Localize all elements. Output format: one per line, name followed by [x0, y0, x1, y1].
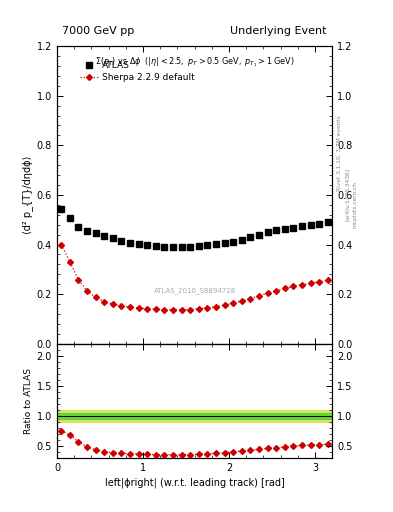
Sherpa 2.2.9 default [136, 305, 141, 311]
ATLAS [222, 240, 227, 246]
ATLAS [102, 233, 107, 239]
ATLAS [239, 237, 244, 243]
Y-axis label: ⟨d² p_{T}/dηdϕ⟩: ⟨d² p_{T}/dηdϕ⟩ [22, 156, 33, 234]
Sherpa 2.2.9 default [102, 298, 107, 305]
Sherpa 2.2.9 default [325, 277, 330, 283]
ATLAS [325, 219, 330, 225]
ATLAS [248, 234, 253, 240]
ATLAS [93, 230, 98, 237]
Sherpa 2.2.9 default [179, 307, 184, 313]
Sherpa 2.2.9 default [257, 293, 261, 299]
Sherpa 2.2.9 default [222, 302, 227, 308]
Sherpa 2.2.9 default [299, 282, 304, 288]
Sherpa 2.2.9 default [93, 294, 98, 301]
ATLAS [283, 226, 287, 232]
Text: $\Sigma(p_T)$ vs $\Delta\phi$  ($|\eta| < 2.5,\ p_T > 0.5$ GeV$,\ p_{T_1} > 1$ G: $\Sigma(p_T)$ vs $\Delta\phi$ ($|\eta| <… [95, 55, 294, 69]
Sherpa 2.2.9 default [171, 307, 175, 313]
ATLAS [274, 227, 279, 233]
Sherpa 2.2.9 default [317, 279, 321, 285]
ATLAS [154, 243, 158, 249]
ATLAS [188, 243, 193, 249]
Sherpa 2.2.9 default [59, 242, 64, 248]
ATLAS [291, 225, 296, 231]
Sherpa 2.2.9 default [239, 298, 244, 304]
ATLAS [257, 231, 261, 238]
Y-axis label: Ratio to ATLAS: Ratio to ATLAS [24, 368, 33, 434]
Sherpa 2.2.9 default [231, 300, 235, 306]
ATLAS [85, 228, 90, 234]
ATLAS [76, 224, 81, 230]
ATLAS [265, 229, 270, 235]
Text: mcplots.cern.ch: mcplots.cern.ch [353, 181, 358, 228]
ATLAS [179, 244, 184, 250]
Sherpa 2.2.9 default [308, 280, 313, 286]
ATLAS [171, 244, 175, 250]
Sherpa 2.2.9 default [128, 304, 132, 310]
Text: Underlying Event: Underlying Event [230, 26, 327, 36]
Sherpa 2.2.9 default [188, 307, 193, 313]
ATLAS [308, 222, 313, 228]
ATLAS [317, 221, 321, 227]
Sherpa 2.2.9 default [119, 303, 124, 309]
ATLAS [214, 241, 219, 247]
ATLAS [196, 243, 201, 249]
Line: ATLAS: ATLAS [59, 206, 331, 250]
Sherpa 2.2.9 default [214, 304, 219, 310]
Bar [57, 410, 332, 422]
Sherpa 2.2.9 default [110, 301, 115, 307]
Bar [57, 413, 332, 419]
Sherpa 2.2.9 default [291, 283, 296, 289]
ATLAS [110, 235, 115, 241]
Sherpa 2.2.9 default [145, 306, 150, 312]
Sherpa 2.2.9 default [85, 288, 90, 294]
ATLAS [119, 238, 124, 244]
ATLAS [59, 205, 64, 211]
X-axis label: left|ϕright| (w.r.t. leading track) [rad]: left|ϕright| (w.r.t. leading track) [rad… [105, 477, 285, 488]
Sherpa 2.2.9 default [248, 295, 253, 302]
Sherpa 2.2.9 default [196, 306, 201, 312]
Text: [arXiv:1306.3436]: [arXiv:1306.3436] [345, 168, 350, 221]
Sherpa 2.2.9 default [274, 288, 279, 294]
ATLAS [136, 241, 141, 247]
Legend: ATLAS, Sherpa 2.2.9 default: ATLAS, Sherpa 2.2.9 default [78, 59, 197, 84]
Text: ATLAS_2010_S8894728: ATLAS_2010_S8894728 [154, 287, 235, 293]
ATLAS [145, 242, 150, 248]
Sherpa 2.2.9 default [68, 259, 72, 265]
ATLAS [299, 223, 304, 229]
ATLAS [68, 216, 72, 222]
ATLAS [162, 243, 167, 249]
Text: 7000 GeV pp: 7000 GeV pp [62, 26, 135, 36]
ATLAS [205, 242, 210, 248]
Text: Rivet 3.1.10, 3.7M events: Rivet 3.1.10, 3.7M events [336, 116, 342, 191]
ATLAS [231, 239, 235, 245]
ATLAS [128, 240, 132, 246]
Sherpa 2.2.9 default [154, 306, 158, 312]
Sherpa 2.2.9 default [265, 290, 270, 296]
Line: Sherpa 2.2.9 default: Sherpa 2.2.9 default [59, 243, 330, 312]
Sherpa 2.2.9 default [162, 307, 167, 313]
Sherpa 2.2.9 default [205, 305, 210, 311]
Sherpa 2.2.9 default [283, 285, 287, 291]
Sherpa 2.2.9 default [76, 276, 81, 283]
